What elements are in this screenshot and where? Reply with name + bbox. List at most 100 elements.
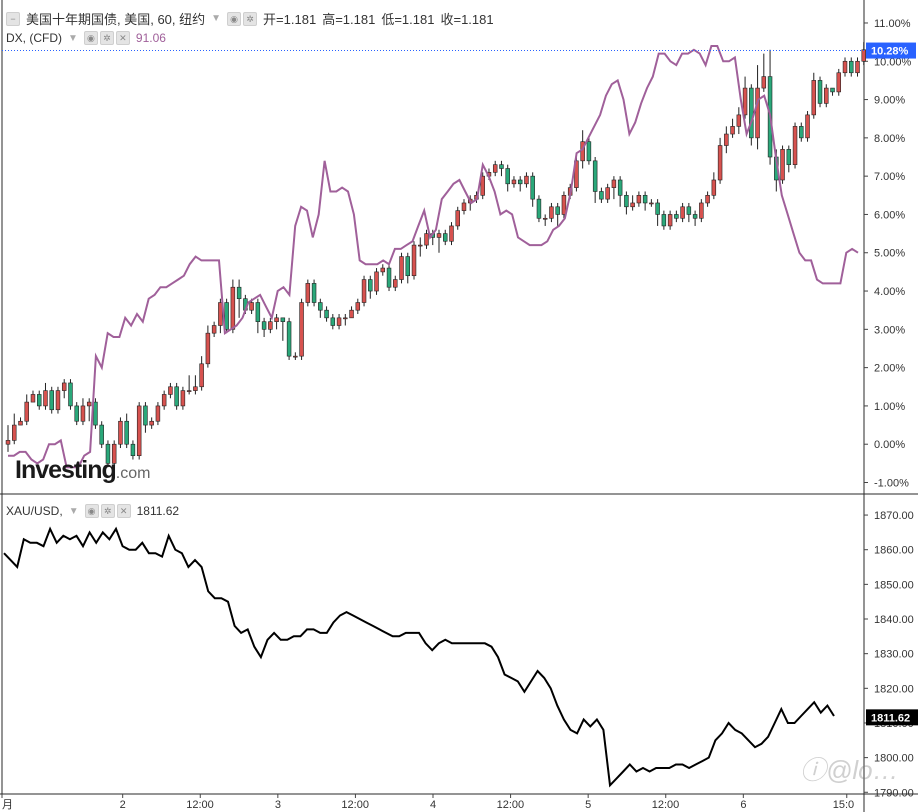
price-tick-label: 10.00% [874,56,912,68]
collapse-toggle[interactable]: − [6,11,20,26]
candle-body [555,206,560,215]
candle-body [186,390,192,392]
candle-body [249,302,254,311]
price-tick-label: 0.00% [874,439,905,451]
gear-icon[interactable]: ✲ [99,31,114,45]
candle-body [68,382,73,407]
gold-tick-label: 1840.00 [874,614,914,626]
candle-body [168,386,173,395]
ohlc-open: 开=1.181 [263,12,317,27]
candle-body [661,214,667,227]
candle-body [74,405,79,422]
candle-body [380,267,386,273]
candle-body [449,225,454,242]
candle-body [511,179,517,185]
gold-last-price-tag [866,709,918,726]
candle-body [505,168,510,185]
candle-body [755,87,760,139]
candle-body [455,210,460,227]
candle-body [30,394,36,403]
gold-last-price-label: 1811.62 [871,712,910,724]
close-icon[interactable]: ✕ [116,504,131,518]
candle-body [630,202,635,208]
time-tick-label: 12:00 [497,799,525,811]
gold-tick-label: 1860.00 [874,545,914,557]
candle-body [293,355,298,358]
candle-body [586,141,592,162]
candle-body [361,279,367,303]
time-tick-label: 2 [120,799,126,811]
candle-body [436,233,442,238]
chevron-down-icon[interactable]: ▼ [68,32,78,44]
gear-icon[interactable]: ✲ [100,504,115,518]
time-tick-label: 月 [2,799,13,811]
candle-body [811,80,817,116]
overlay-series-value: 91.06 [135,31,166,45]
candle-body [61,382,67,391]
candle-body [318,302,323,311]
candle-body [393,279,398,288]
time-tick-label: 12:00 [186,799,214,811]
close-icon[interactable]: ✕ [115,31,130,45]
candle-body [161,394,167,407]
price-tick-label: 4.00% [874,286,905,298]
chevron-down-icon[interactable]: ▼ [68,505,79,517]
minus-icon: − [6,11,20,26]
candle-body [849,60,854,74]
candle-body [111,443,117,464]
candle-body [261,321,267,330]
candle-body [842,60,848,74]
chevron-down-icon[interactable]: ▼ [211,13,222,24]
price-tick-label: 11.00% [874,18,911,30]
candle-body [530,175,535,200]
candle-body [717,145,723,181]
candle-body [836,72,842,93]
price-tick-label: -1.00% [874,478,909,490]
candle-body [143,405,148,426]
gold-tick-label: 1830.00 [874,649,914,661]
time-tick-label: 12:00 [652,799,680,811]
candle-body [674,214,679,219]
candle-body [124,420,129,445]
candle-body [861,49,866,62]
candle-body [93,401,98,426]
ohlc-high: 高=1.181 [322,12,376,27]
gear-icon[interactable]: ✲ [243,11,258,26]
candle-body [824,87,829,104]
candle-body [368,279,373,292]
candle-body [324,309,329,319]
eye-icon[interactable]: ◉ [83,31,98,45]
candle-body [418,244,423,247]
candle-body [692,214,698,219]
candle-body [399,256,404,280]
lower-series-title: XAU/USD, [6,504,63,518]
last-price-tag [866,42,916,59]
candle-body [480,175,485,196]
candle-body [424,233,429,246]
candle-body [780,149,785,181]
price-tick-label: 7.00% [874,171,905,183]
eye-icon[interactable]: ◉ [227,11,242,26]
candle-body [386,267,392,288]
eye-icon[interactable]: ◉ [84,504,99,518]
candle-body [786,149,792,165]
candle-body [268,321,273,330]
candle-body [211,325,217,334]
candle-body [524,175,529,185]
candle-body [411,244,417,277]
candle-body [499,164,504,169]
price-tick-label: 9.00% [874,95,905,107]
candle-body [686,206,692,215]
candle-body [761,76,767,89]
candle-body [336,317,342,326]
candle-body [199,363,204,388]
price-tick-label: 5.00% [874,248,905,260]
price-tick-label: 6.00% [874,209,905,221]
candle-body [149,420,154,426]
candle-body [299,302,304,357]
candle-body [230,286,236,330]
main-series-title: 美国十年期国债, 美国, 60, 纽约 [26,12,206,27]
candle-body [236,286,242,299]
candle-body [218,302,223,326]
